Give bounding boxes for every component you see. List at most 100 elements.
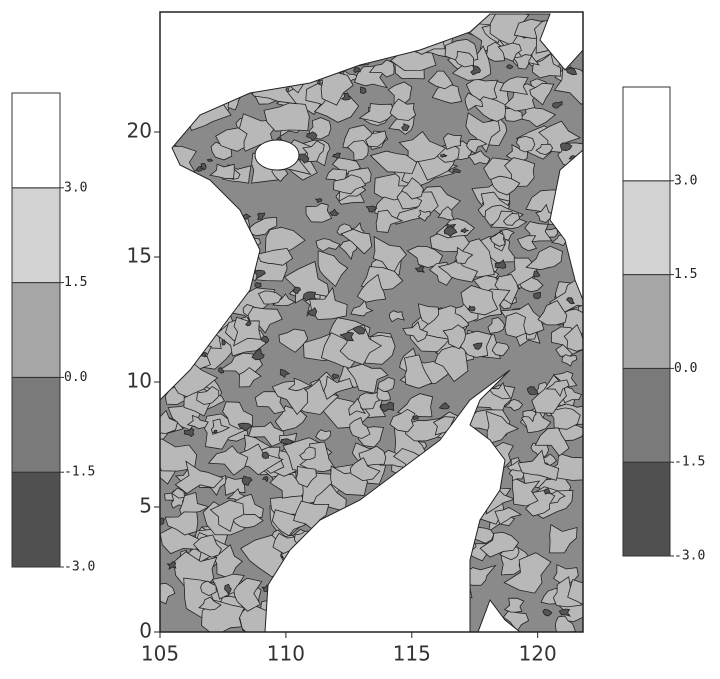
contour-patch <box>378 532 427 569</box>
contour-patch <box>440 153 448 158</box>
contour-patch <box>389 98 417 121</box>
contour-patch <box>249 16 280 51</box>
contour-patch <box>279 368 291 379</box>
contour-patch <box>423 546 434 555</box>
contour-patch <box>491 341 510 357</box>
contour-patch <box>325 533 332 539</box>
contour-patch <box>414 493 449 521</box>
contour-field <box>160 14 583 632</box>
contour-patch <box>256 247 294 266</box>
contour-patch <box>160 175 186 205</box>
contour-patch <box>261 476 269 483</box>
contour-patch <box>237 422 253 432</box>
contour-patch <box>504 312 527 338</box>
contour-patch <box>260 335 270 344</box>
contour-patch <box>364 28 373 37</box>
colorbar-label: 0.0 <box>64 370 87 385</box>
contour-patch <box>161 316 199 343</box>
contour-patch <box>170 208 206 237</box>
contour-patch <box>387 592 426 621</box>
contour-patch <box>160 275 181 292</box>
contour-patch <box>365 130 387 148</box>
contour-patch <box>454 50 475 68</box>
contour-patch <box>318 527 326 533</box>
contour-patch <box>401 122 410 132</box>
contour-patch <box>416 21 422 27</box>
contour-patch <box>494 507 523 525</box>
contour-patch <box>490 175 521 196</box>
contour-patch <box>360 558 397 586</box>
contour-patch <box>160 438 198 472</box>
contour-patch <box>170 187 217 219</box>
contour-patch <box>340 228 373 255</box>
contour-patch <box>213 75 240 97</box>
contour-patch <box>387 81 413 105</box>
contour-patch <box>502 212 520 226</box>
contour-patch <box>238 367 262 388</box>
contour-patch <box>376 557 395 567</box>
contour-patch <box>160 191 186 217</box>
contour-patch <box>356 273 387 303</box>
contour-patch <box>517 449 560 481</box>
colorbar-band <box>11 376 61 473</box>
x-tick-label: 115 <box>393 642 431 666</box>
y-tick-label: 10 <box>127 369 152 393</box>
contour-patch <box>563 324 583 352</box>
contour-patch <box>421 578 446 599</box>
contour-patch <box>233 577 263 612</box>
contour-patch <box>449 537 460 547</box>
contour-patch <box>533 292 541 300</box>
contour-patch <box>335 577 352 592</box>
island <box>254 139 300 171</box>
contour-patch <box>252 269 266 280</box>
contour-patch <box>348 397 367 416</box>
contour-patch <box>309 286 348 320</box>
contour-patch <box>244 27 270 51</box>
contour-patch <box>263 102 310 132</box>
contour-patch <box>287 377 312 392</box>
contour-patch <box>404 564 416 573</box>
colorbar-band <box>622 274 671 369</box>
contour-patch <box>315 429 332 441</box>
contour-patch <box>221 276 247 294</box>
contour-patch <box>342 518 361 534</box>
contour-patch <box>198 596 222 611</box>
contour-patch <box>503 597 525 613</box>
contour-patch <box>224 476 246 496</box>
colorbar-band <box>622 180 671 276</box>
colorbar-label: -3.0 <box>64 560 95 575</box>
contour-patch <box>196 386 220 405</box>
contour-patch <box>332 152 341 160</box>
contour-patch <box>508 469 525 482</box>
contour-patch <box>193 534 222 558</box>
contour-patch <box>549 524 578 554</box>
contour-patch <box>348 545 381 568</box>
contour-patch <box>395 16 405 23</box>
contour-patch <box>522 409 537 423</box>
contour-patch <box>229 38 254 61</box>
contour-patch <box>565 67 578 76</box>
contour-patch <box>359 572 374 586</box>
contour-patch <box>166 561 177 570</box>
contour-patch <box>427 70 454 90</box>
contour-patch <box>487 381 512 400</box>
colorbar-band <box>11 187 61 284</box>
contour-patch <box>254 282 262 288</box>
contour-patch <box>352 325 366 335</box>
contour-patch <box>369 616 411 632</box>
contour-patch <box>525 245 563 271</box>
colorbar-band <box>11 471 61 568</box>
y-tick-label: 0 <box>139 619 152 643</box>
colorbar-label: 3.0 <box>674 173 697 188</box>
contour-patch <box>566 297 575 305</box>
contour-patch <box>365 205 378 213</box>
contour-patch <box>339 331 355 342</box>
contour-patch <box>274 58 301 78</box>
contour-patch <box>455 246 474 264</box>
contour-patch <box>490 231 506 247</box>
contour-patch <box>438 488 473 515</box>
contour-patch <box>186 274 210 298</box>
contour-patch <box>369 150 418 175</box>
x-tick-label: 110 <box>267 642 305 666</box>
contour-patch <box>516 235 538 252</box>
